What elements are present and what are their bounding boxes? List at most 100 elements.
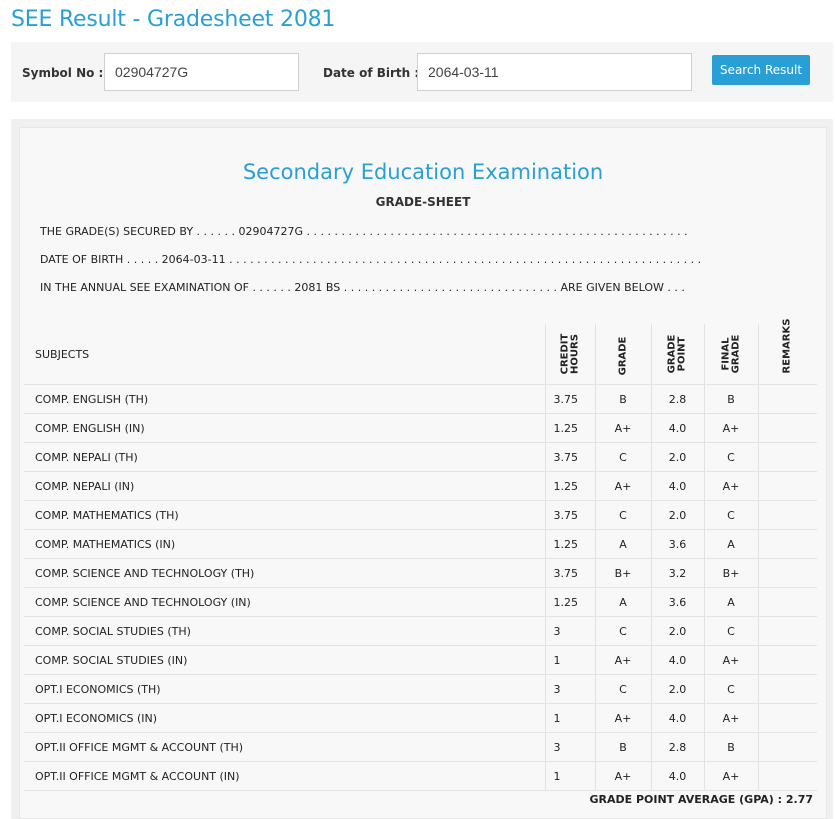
table-row: COMP. ENGLISH (IN) 1.25 A+ 4.0 A+ <box>24 413 817 443</box>
grade-point-cell: 3.6 <box>650 529 704 559</box>
remarks-cell <box>757 558 817 588</box>
table-row: OPT.I ECONOMICS (IN) 1 A+ 4.0 A+ <box>24 703 817 733</box>
credit-hours-cell: 3 <box>544 616 595 646</box>
subject-cell: OPT.II OFFICE MGMT & ACCOUNT (TH) <box>24 732 545 762</box>
grade-point-cell: 3.2 <box>650 558 704 588</box>
remarks-cell <box>757 674 817 704</box>
grade-point-cell: 2.8 <box>650 732 704 762</box>
grade-point-cell: 4.0 <box>650 645 704 675</box>
grade-cell: B+ <box>594 558 651 588</box>
grade-cell: A+ <box>594 413 651 443</box>
table-row: OPT.II OFFICE MGMT & ACCOUNT (TH) 3 B 2.8 B <box>24 732 817 762</box>
grade-cell: A+ <box>594 471 651 501</box>
gpa-line: GRADE POINT AVERAGE (GPA) : 2.77 <box>589 793 813 806</box>
remarks-cell <box>757 442 817 472</box>
grade-cell: A <box>594 529 651 559</box>
subject-cell: COMP. ENGLISH (IN) <box>24 413 545 443</box>
remarks-cell <box>757 703 817 733</box>
grade-point-cell: 2.0 <box>650 674 704 704</box>
header-remarks: REMARKS <box>757 319 817 385</box>
final-grade-cell: A+ <box>703 413 758 443</box>
grades-table: SUBJECTS CREDIT HOURS GRADE GRADE POINT FI… <box>24 319 817 791</box>
final-grade-cell: A+ <box>703 761 758 791</box>
remarks-cell <box>757 587 817 617</box>
subject-cell: OPT.I ECONOMICS (TH) <box>24 674 545 704</box>
grade-cell: C <box>594 500 651 530</box>
final-grade-cell: A+ <box>703 645 758 675</box>
credit-hours-cell: 1.25 <box>544 529 595 559</box>
grade-cell: C <box>594 616 651 646</box>
page-title: SEE Result - Gradesheet 2081 <box>11 7 336 32</box>
exam-line: IN THE ANNUAL SEE EXAMINATION OF . . . .… <box>40 281 685 294</box>
table-row: COMP. MATHEMATICS (IN) 1.25 A 3.6 A <box>24 529 817 559</box>
dob-input[interactable] <box>417 53 692 91</box>
subject-cell: COMP. MATHEMATICS (TH) <box>24 500 545 530</box>
final-grade-cell: B+ <box>703 558 758 588</box>
credit-hours-cell: 1.25 <box>544 413 595 443</box>
header-grade-point: GRADE POINT <box>650 324 704 385</box>
credit-hours-cell: 3 <box>544 674 595 704</box>
grade-cell: A <box>594 587 651 617</box>
grade-cell: C <box>594 442 651 472</box>
gradesheet: Secondary Education Examination GRADE-SH… <box>19 127 827 819</box>
grade-point-cell: 4.0 <box>650 703 704 733</box>
final-grade-cell: B <box>703 384 758 414</box>
table-row: COMP. SOCIAL STUDIES (TH) 3 C 2.0 C <box>24 616 817 646</box>
subject-cell: OPT.I ECONOMICS (IN) <box>24 703 545 733</box>
credit-hours-cell: 3 <box>544 732 595 762</box>
subject-cell: COMP. SOCIAL STUDIES (TH) <box>24 616 545 646</box>
symbol-no-input[interactable] <box>104 53 299 91</box>
grade-cell: B <box>594 732 651 762</box>
credit-hours-cell: 3.75 <box>544 384 595 414</box>
final-grade-cell: A+ <box>703 703 758 733</box>
subject-cell: OPT.II OFFICE MGMT & ACCOUNT (IN) <box>24 761 545 791</box>
remarks-cell <box>757 732 817 762</box>
header-grade: GRADE <box>594 324 651 385</box>
table-row: COMP. MATHEMATICS (TH) 3.75 C 2.0 C <box>24 500 817 530</box>
subject-cell: COMP. NEPALI (TH) <box>24 442 545 472</box>
exam-title: Secondary Education Examination <box>242 160 604 184</box>
credit-hours-cell: 3.75 <box>544 442 595 472</box>
credit-hours-cell: 3.75 <box>544 500 595 530</box>
credit-hours-cell: 1.25 <box>544 587 595 617</box>
dob-label: Date of Birth : <box>323 66 420 80</box>
header-subjects: SUBJECTS <box>24 324 545 385</box>
table-row: COMP. SOCIAL STUDIES (IN) 1 A+ 4.0 A+ <box>24 645 817 675</box>
grade-cell: C <box>594 674 651 704</box>
table-row: OPT.II OFFICE MGMT & ACCOUNT (IN) 1 A+ 4.0 A… <box>24 761 817 791</box>
grade-point-cell: 4.0 <box>650 413 704 443</box>
grade-point-cell: 2.0 <box>650 616 704 646</box>
final-grade-cell: C <box>703 500 758 530</box>
grade-point-cell: 4.0 <box>650 471 704 501</box>
table-row: COMP. NEPALI (IN) 1.25 A+ 4.0 A+ <box>24 471 817 501</box>
grade-cell: A+ <box>594 703 651 733</box>
final-grade-cell: C <box>703 616 758 646</box>
subject-cell: COMP. MATHEMATICS (IN) <box>24 529 545 559</box>
remarks-cell <box>757 384 817 414</box>
header-final-grade: FINAL GRADE <box>703 324 758 385</box>
subject-cell: COMP. SOCIAL STUDIES (IN) <box>24 645 545 675</box>
credit-hours-cell: 1 <box>544 703 595 733</box>
grade-cell: B <box>594 384 651 414</box>
grade-cell: A+ <box>594 645 651 675</box>
grade-cell: A+ <box>594 761 651 791</box>
final-grade-cell: C <box>703 674 758 704</box>
remarks-cell <box>757 645 817 675</box>
grade-point-cell: 2.0 <box>650 442 704 472</box>
final-grade-cell: A <box>703 529 758 559</box>
grade-point-cell: 2.0 <box>650 500 704 530</box>
remarks-cell <box>757 616 817 646</box>
grade-point-cell: 4.0 <box>650 761 704 791</box>
remarks-cell <box>757 500 817 530</box>
final-grade-cell: A <box>703 587 758 617</box>
search-result-button[interactable]: Search Result <box>712 55 810 85</box>
table-row: COMP. SCIENCE AND TECHNOLOGY (IN) 1.25 A 3.… <box>24 587 817 617</box>
dob-line: DATE OF BIRTH . . . . . 2064-03-11 . . .… <box>40 253 702 266</box>
subject-cell: COMP. ENGLISH (TH) <box>24 384 545 414</box>
table-row: COMP. SCIENCE AND TECHNOLOGY (TH) 3.75 B+ 3… <box>24 558 817 588</box>
credit-hours-cell: 1 <box>544 645 595 675</box>
final-grade-cell: B <box>703 732 758 762</box>
remarks-cell <box>757 471 817 501</box>
symbol-no-label: Symbol No : <box>22 66 104 80</box>
credit-hours-cell: 3.75 <box>544 558 595 588</box>
